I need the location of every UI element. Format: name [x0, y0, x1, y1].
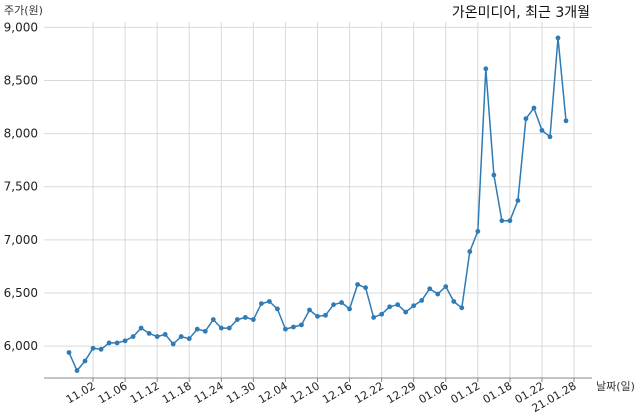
data-point: [403, 309, 409, 315]
y-axis-label: 주가(원): [4, 4, 43, 17]
x-tick-label: 12.04: [256, 379, 290, 406]
data-point: [339, 300, 344, 305]
data-point: [475, 228, 481, 234]
data-point: [122, 338, 128, 344]
data-point: [106, 340, 112, 346]
y-tick-label: 7,000: [4, 233, 38, 247]
data-point: [218, 325, 224, 331]
x-tick-label: 01.06: [416, 379, 450, 406]
data-point: [539, 127, 545, 133]
data-point: [210, 317, 216, 322]
axes: [44, 377, 592, 382]
data-point: [451, 299, 457, 304]
data-point: [371, 315, 377, 320]
data-point: [130, 334, 136, 339]
data-point: [563, 118, 569, 124]
x-tick-label: 12.22: [352, 379, 386, 406]
data-point: [363, 285, 368, 291]
data-point: [170, 341, 176, 347]
data-point: [459, 305, 465, 311]
data-point: [82, 358, 88, 364]
data-point: [299, 322, 304, 328]
data-point: [443, 284, 449, 290]
data-point: [258, 301, 264, 307]
data-point: [531, 105, 537, 111]
data-point: [435, 291, 441, 297]
data-point: [90, 345, 96, 351]
data-point: [483, 66, 489, 72]
data-point: [411, 303, 417, 309]
chart-title: 가온미디어, 최근 3개월: [452, 5, 590, 21]
data-point: [242, 315, 248, 320]
data-point: [283, 326, 288, 332]
data-point: [194, 326, 200, 332]
data-point: [323, 312, 328, 318]
x-tick-label: 11.02: [64, 379, 98, 406]
x-tick-label: 01.12: [449, 379, 483, 406]
x-tick-label: 12.10: [288, 379, 322, 406]
data-point: [234, 317, 240, 322]
data-point: [427, 286, 433, 292]
data-point: [315, 313, 320, 319]
data-point: [547, 134, 553, 140]
data-point: [74, 368, 80, 373]
data-point: [307, 307, 312, 313]
data-point: [154, 334, 160, 339]
data-point: [267, 299, 272, 304]
data-point: [291, 324, 296, 330]
data-point: [499, 218, 505, 224]
data-point: [275, 306, 280, 312]
data-point: [114, 340, 120, 346]
data-point: [250, 317, 256, 322]
data-point: [491, 172, 497, 178]
x-tick-label: 11.18: [160, 379, 194, 406]
data-point: [66, 350, 72, 355]
data-point: [186, 336, 192, 342]
y-tick-label: 6,000: [4, 339, 38, 353]
data-point: [347, 306, 352, 312]
data-point: [202, 328, 208, 334]
y-tick-label: 9,000: [4, 20, 38, 34]
x-tick-label: 12.16: [320, 379, 354, 406]
data-point: [507, 218, 513, 224]
data-point: [138, 325, 144, 331]
data-point: [555, 35, 561, 41]
x-tick-label: 11.30: [224, 379, 258, 406]
y-tick-label: 7,500: [4, 180, 38, 194]
data-point: [162, 332, 168, 337]
data-point: [395, 302, 401, 308]
y-tick-label: 6,500: [4, 286, 38, 300]
data-point: [515, 198, 521, 203]
y-tick-labels: 6,000 6,500 7,000 7,500 8,000 8,500 9,000: [4, 20, 38, 353]
data-point: [523, 116, 529, 122]
data-point: [419, 298, 425, 303]
x-tick-label: 11.06: [96, 379, 130, 406]
y-tick-label: 8,500: [4, 73, 38, 87]
data-point: [146, 330, 152, 336]
x-axis-label: 날짜(일): [596, 379, 635, 393]
data-point: [226, 325, 232, 331]
data-point: [379, 311, 385, 317]
y-tick-label: 8,000: [4, 127, 38, 141]
data-point: [178, 334, 184, 339]
data-point: [98, 346, 104, 352]
data-point: [467, 249, 473, 254]
x-tick-label: 11.12: [128, 379, 162, 406]
series: [66, 35, 569, 373]
x-tick-labels: 11.0211.0611.1211.1811.2411.3012.0412.10…: [64, 379, 579, 415]
grid: [44, 22, 592, 378]
x-tick-label: 11.24: [192, 379, 226, 406]
x-tick-label: 01.18: [481, 379, 515, 406]
x-tick-label: 12.29: [384, 379, 418, 406]
data-point: [387, 304, 393, 310]
data-point: [331, 302, 336, 308]
data-point: [355, 282, 360, 287]
